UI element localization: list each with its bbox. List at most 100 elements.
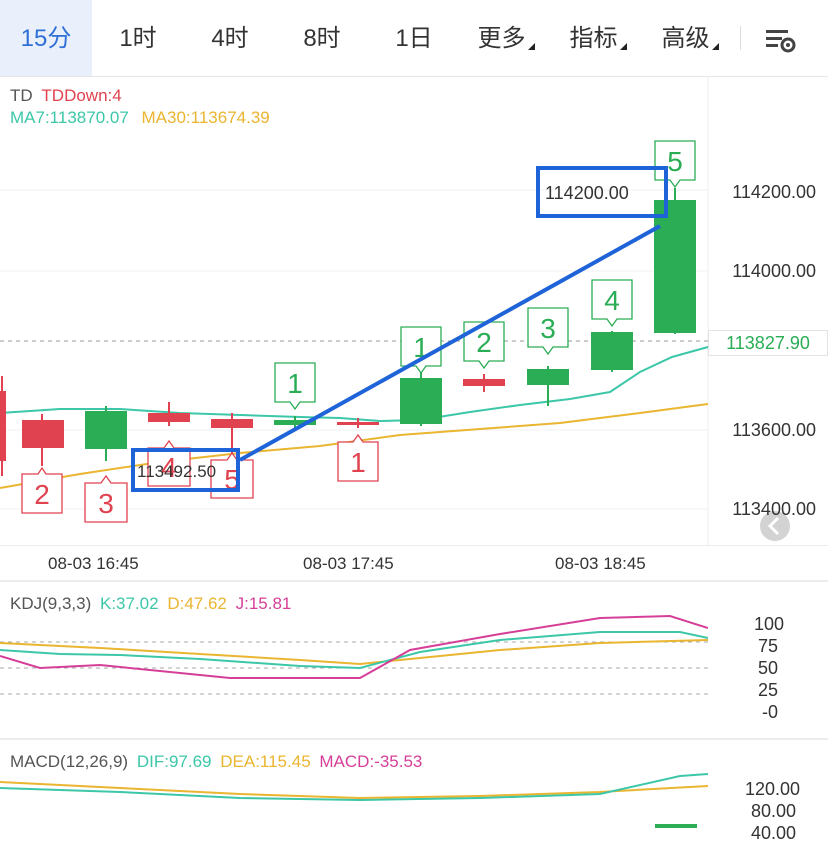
time-axis-label: 08-03 16:45 <box>48 554 139 573</box>
tab-label: 8时 <box>303 25 341 52</box>
td-mark-label: 5 <box>667 146 683 177</box>
time-axis-label: 08-03 18:45 <box>555 554 646 573</box>
td-mark-label: 4 <box>604 285 620 316</box>
kdj-axis-label: 50 <box>757 658 778 678</box>
trend-line-drawing[interactable] <box>239 224 661 462</box>
macd-title: MACD(12,26,9) <box>10 752 129 771</box>
macd-dif-line <box>0 773 708 802</box>
tab-4h[interactable]: 4时 <box>184 0 276 76</box>
end-price-label: 114200.00 <box>545 183 629 203</box>
chart-bottom-border <box>0 545 828 546</box>
td-mark-label: 4 <box>161 452 177 483</box>
candle <box>527 366 569 406</box>
macd-axis-label: 120.00 <box>744 779 800 799</box>
macd-chart[interactable] <box>0 740 708 828</box>
kdj-j-line <box>0 614 708 679</box>
td-mark-label: 3 <box>540 313 556 344</box>
kdj-j-value: J:15.81 <box>235 594 292 613</box>
td-down-value: TDDown:4 <box>41 86 122 105</box>
tab-label: 高级 <box>661 25 710 52</box>
tab-label: 1时 <box>119 25 157 52</box>
tab-more[interactable]: 更多 <box>460 0 552 76</box>
price-axis-label: 113400.00 <box>732 499 816 519</box>
tab-indicators[interactable]: 指标 <box>552 0 644 76</box>
price-axis-label: 113600.00 <box>732 420 816 440</box>
kdj-axis-label: -0 <box>761 702 778 722</box>
price-axis-label: 114200.00 <box>732 182 816 202</box>
kdj-d-line <box>0 639 708 666</box>
macd-axis-label: 40.00 <box>750 823 796 843</box>
ma-legend: MA7:113870.07 MA30:113674.39 <box>10 108 270 128</box>
interval-tab-bar: 15分 1时 4时 8时 1日 更多 指标 高级 <box>0 0 828 77</box>
td-mark: 4 <box>591 279 633 328</box>
td-mark: 5 <box>654 140 696 189</box>
td-mark: 4 <box>147 439 191 487</box>
kdj-axis-label: 100 <box>753 614 784 634</box>
td-mark-label: 1 <box>350 447 366 478</box>
tab-8h[interactable]: 8时 <box>276 0 368 76</box>
td-mark: 2 <box>463 321 505 370</box>
candle <box>22 414 64 466</box>
start-price-box[interactable] <box>131 448 240 492</box>
time-axis-label: 08-03 17:45 <box>303 554 394 573</box>
current-price-tag: 113827.90 <box>708 330 828 356</box>
candle <box>463 374 505 392</box>
candle <box>654 188 696 334</box>
td-mark: 5 <box>210 451 254 499</box>
kdj-k-value: K:37.02 <box>99 594 159 613</box>
tab-label: 4时 <box>211 25 249 52</box>
td-mark-label: 5 <box>224 464 240 495</box>
tab-label: 指标 <box>569 25 618 52</box>
td-mark-label: 2 <box>476 327 492 358</box>
macd-hist-value: MACD:-35.53 <box>319 752 423 771</box>
td-legend: TD TDDown:4 <box>10 86 122 106</box>
td-mark: 1 <box>274 362 316 411</box>
tab-1h[interactable]: 1时 <box>92 0 184 76</box>
panel-divider <box>0 738 828 740</box>
tab-label: 更多 <box>477 25 526 52</box>
macd-axis-label: 80.00 <box>750 801 796 821</box>
kdj-k-line <box>0 631 708 670</box>
td-mark: 1 <box>337 433 379 482</box>
candlestick-chart[interactable]: 2 3 4 5 1 1 1 2 3 4 5 113492.50 <box>0 76 828 546</box>
chart-settings-icon[interactable] <box>756 20 806 60</box>
td-mark: 3 <box>527 307 569 356</box>
kdj-d-value: D:47.62 <box>167 594 227 613</box>
td-mark: 1 <box>400 326 442 375</box>
kdj-axis-label: 25 <box>757 680 778 700</box>
tab-divider <box>740 26 741 50</box>
macd-dif-value: DIF:97.69 <box>136 752 212 771</box>
ma7-value: MA7:113870.07 <box>10 108 129 127</box>
candle <box>274 416 316 428</box>
tab-label: 1日 <box>395 25 433 52</box>
tab-15m[interactable]: 15分 <box>0 0 92 76</box>
kdj-chart[interactable] <box>0 580 708 740</box>
macd-histogram-bar <box>655 824 697 828</box>
end-price-box[interactable] <box>536 166 668 218</box>
td-mark-label: 2 <box>34 479 50 510</box>
dropdown-triangle-icon <box>619 43 627 50</box>
start-price-label: 113492.50 <box>137 462 216 481</box>
tab-1d[interactable]: 1日 <box>368 0 460 76</box>
ma30-value: MA30:113674.39 <box>141 108 270 127</box>
panel-divider <box>0 580 828 582</box>
kdj-axis-label: 75 <box>757 636 778 656</box>
dropdown-triangle-icon <box>527 43 535 50</box>
td-mark: 2 <box>21 466 63 514</box>
macd-dea-line <box>0 781 708 800</box>
td-indicator-name: TD <box>10 86 33 105</box>
kdj-title: KDJ(9,3,3) <box>10 594 92 613</box>
macd-dea-value: DEA:115.45 <box>220 752 311 771</box>
kdj-legend: KDJ(9,3,3) K:37.02 D:47.62 J:15.81 <box>10 594 291 614</box>
candle <box>0 376 6 476</box>
candle <box>85 406 127 461</box>
reset-view-icon[interactable] <box>760 511 790 541</box>
candle <box>591 331 633 372</box>
td-mark-label: 1 <box>287 368 303 399</box>
macd-legend: MACD(12,26,9) DIF:97.69 DEA:115.45 MACD:… <box>10 752 422 772</box>
candle <box>337 418 379 428</box>
dropdown-triangle-icon <box>711 43 719 50</box>
candle <box>400 372 442 426</box>
td-mark: 3 <box>84 474 128 523</box>
tab-advanced[interactable]: 高级 <box>644 0 736 76</box>
